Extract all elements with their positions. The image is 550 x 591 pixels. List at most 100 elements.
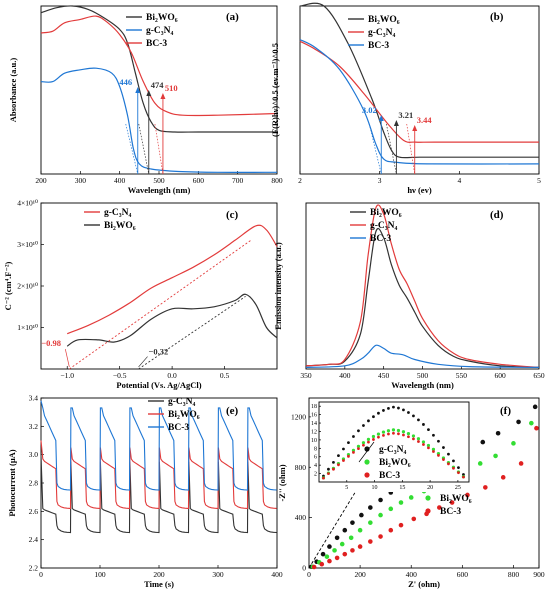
panel-label: (b)	[490, 11, 504, 23]
x-axis-label: Time (s)	[144, 579, 174, 589]
x-axis-label: hν (ev)	[407, 185, 432, 195]
x-tick-label: 900	[533, 570, 545, 579]
inset-data-point	[447, 452, 450, 456]
x-axis-label: Potential (Vs. Ag/AgCl)	[116, 380, 201, 390]
data-point	[342, 527, 348, 533]
inset-data-point	[392, 405, 395, 409]
inset-data-point	[427, 428, 430, 432]
data-point	[359, 512, 364, 518]
x-tick-label: −1.0	[60, 371, 74, 380]
y-tick-label: 3.0	[29, 450, 39, 459]
inset-data-point	[367, 419, 370, 423]
data-point	[398, 500, 404, 505]
data-point	[378, 512, 383, 518]
tangent-line	[125, 123, 139, 175]
x-tick-label: 0	[307, 570, 311, 579]
inset-data-point	[392, 431, 395, 435]
x-axis-label: Wavelength (nm)	[128, 185, 191, 195]
legend-label: BC-3	[370, 234, 391, 244]
inset-y-tick-label: 18	[311, 404, 317, 410]
legend-label: g-C₃N₄	[104, 208, 131, 218]
data-point	[529, 420, 534, 426]
arrow-head	[135, 87, 141, 93]
x-tick-label: 300	[75, 176, 87, 185]
inset-data-point	[401, 430, 406, 434]
inset-data-point	[432, 433, 435, 437]
inset-data-point	[382, 409, 385, 412]
inset-x-tick-label: 20	[427, 485, 433, 491]
inset-data-point	[407, 411, 410, 414]
data-point	[334, 535, 340, 541]
tangent-line	[138, 296, 246, 370]
annotation-label: 3.44	[417, 115, 433, 125]
series-line	[40, 15, 278, 117]
annotation-leader	[64, 349, 70, 368]
data-point	[495, 430, 501, 436]
y-tick-label: 800	[295, 463, 307, 472]
inset-data-point	[431, 447, 436, 452]
data-point	[388, 506, 394, 512]
x-tick-label: 500	[417, 371, 429, 380]
data-point	[357, 527, 363, 533]
x-tick-label: 600	[457, 570, 469, 579]
data-point	[437, 505, 442, 510]
x-tick-label: 0.0	[167, 371, 177, 380]
inset-data-point	[412, 414, 415, 418]
annotation-label: −0.32	[149, 346, 169, 356]
inset-data-point	[327, 472, 330, 476]
legend-label: Bi₂WO₆	[370, 208, 402, 218]
series-line	[40, 67, 278, 173]
series-line	[305, 344, 540, 368]
x-axis-label: Z' (ohm)	[408, 579, 440, 589]
y-tick-label: 2.4	[29, 535, 39, 544]
data-point	[411, 516, 417, 522]
x-tick-label: 450	[378, 371, 390, 380]
inset-data-point	[412, 437, 415, 441]
inset-data-point	[381, 430, 386, 434]
data-point	[368, 520, 373, 525]
series-line	[66, 224, 278, 335]
inset-data-point	[452, 459, 455, 463]
legend-label: g-C₃N₄	[368, 28, 395, 38]
data-point	[327, 544, 332, 549]
data-point	[483, 485, 488, 490]
y-axis-label: Emission intensity (a.u.)	[273, 242, 283, 330]
legend-label: g-C₃N₄	[146, 26, 173, 36]
inset-data-point	[332, 467, 335, 471]
inset-plot: 5 10 15 20 25 2 4 6 8 10 12 14 16 18 g-C₃N₄ Bi₂WO₆ BC-3	[311, 400, 475, 492]
data-point	[350, 520, 355, 525]
y-tick-label: 4×10¹⁰	[17, 199, 38, 208]
x-tick-label: 650	[533, 371, 545, 380]
inset-data-point	[371, 434, 376, 439]
data-point	[516, 419, 521, 425]
panel-label: (e)	[226, 405, 239, 417]
inset-data-point	[372, 438, 375, 441]
inset-data-point	[362, 443, 365, 447]
tangent-line	[69, 239, 252, 370]
inset-data-point	[357, 429, 360, 433]
data-point	[408, 495, 414, 500]
data-point	[378, 534, 383, 539]
x-axis-label: Wavelength (nm)	[391, 380, 454, 390]
data-point	[449, 500, 455, 505]
arrow-head	[393, 120, 399, 126]
inset-data-point	[442, 458, 445, 461]
inset-data-point	[347, 441, 350, 445]
panel-label: (d)	[490, 209, 504, 221]
legend-marker	[425, 508, 431, 514]
annotation-label: 3.02	[362, 105, 377, 115]
legend-label: BC-3	[379, 471, 400, 481]
data-point	[350, 548, 355, 553]
annotation-label: 510	[165, 83, 178, 93]
data-point	[398, 522, 404, 528]
inset-data-point	[391, 428, 396, 432]
x-tick-label: 5	[537, 176, 541, 185]
inset-data-point	[387, 406, 390, 410]
data-point	[342, 551, 348, 557]
x-tick-label: 800	[271, 176, 283, 185]
inset-x-tick-label: 10	[372, 485, 378, 491]
inset-y-tick-label: 4	[314, 463, 317, 469]
inset-data-point	[462, 473, 465, 476]
x-tick-label: 550	[456, 371, 468, 380]
inset-data-point	[367, 440, 370, 444]
